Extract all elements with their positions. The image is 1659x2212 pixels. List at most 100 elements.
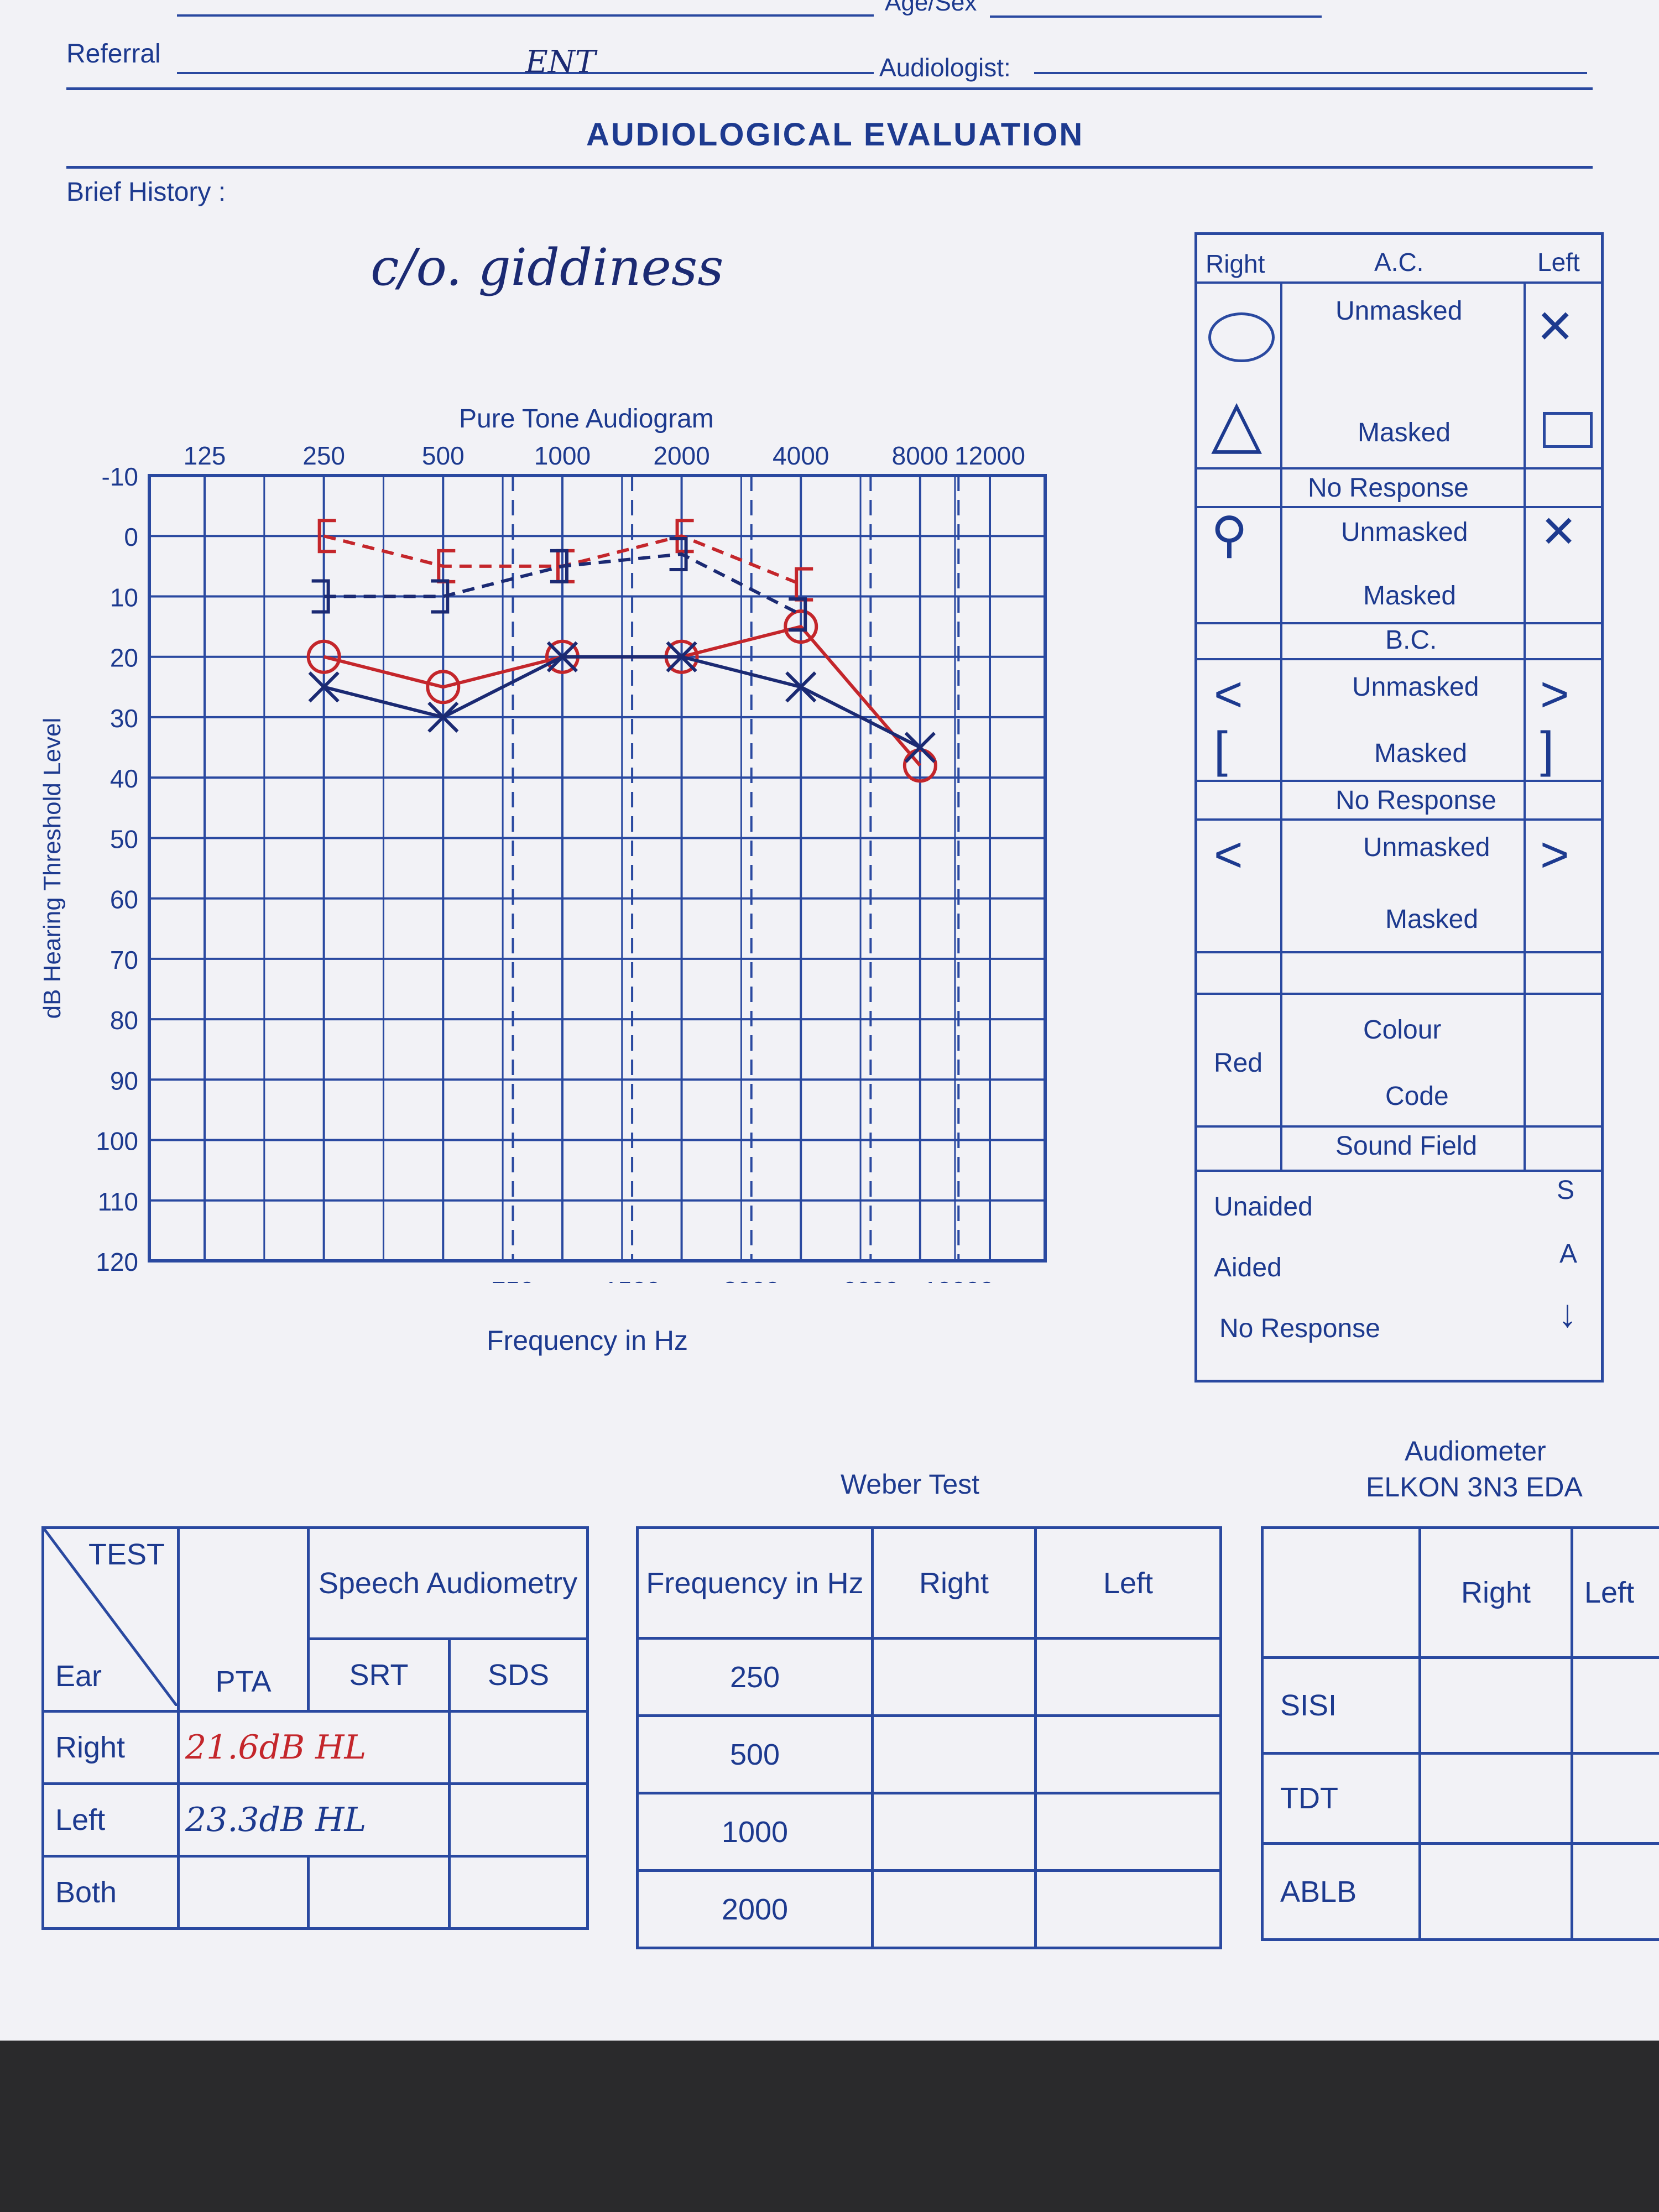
audiologist-label: Audiologist: bbox=[879, 53, 1011, 82]
audiometer-label: Audiometer bbox=[1405, 1436, 1546, 1467]
cross-symbol-icon: × bbox=[1537, 291, 1573, 359]
row-both-label: Both bbox=[41, 1855, 180, 1930]
test-ear-cell: TEST Ear bbox=[41, 1526, 180, 1713]
row-right-label: Right bbox=[41, 1710, 180, 1786]
brief-history-label: Brief History : bbox=[66, 178, 226, 207]
legend-sound-field: Sound Field bbox=[1335, 1131, 1478, 1161]
left-bracket-symbol-icon: [ bbox=[1214, 722, 1228, 778]
weber-freq-1000: 1000 bbox=[636, 1792, 874, 1872]
circle-symbol-icon bbox=[1208, 312, 1275, 362]
ablb-label: ABLB bbox=[1261, 1842, 1421, 1941]
legend-code: Code bbox=[1385, 1082, 1449, 1111]
weber-frequency-header: Frequency in Hz bbox=[636, 1526, 874, 1640]
x-tick-label-top: 500 bbox=[422, 441, 465, 470]
y-tick-label: 70 bbox=[110, 946, 138, 974]
legend-red: Red bbox=[1214, 1048, 1263, 1078]
bracket-right-marker bbox=[669, 537, 688, 571]
cross-marker bbox=[427, 701, 459, 733]
legend-left-header: Left bbox=[1537, 248, 1580, 276]
sds-header: SDS bbox=[448, 1637, 589, 1713]
speech-audiometry-header: Speech Audiometry bbox=[307, 1526, 589, 1641]
referral-label: Referral bbox=[66, 39, 161, 69]
pta-right-value: 21.6dB HL bbox=[177, 1710, 451, 1786]
background-floor bbox=[0, 2041, 1659, 2212]
legend-bc-header: B.C. bbox=[1385, 625, 1437, 655]
weber-left-header: Left bbox=[1034, 1526, 1222, 1640]
x-tick-label-top: 250 bbox=[302, 441, 345, 470]
legend-bc-unmasked: Unmasked bbox=[1352, 672, 1479, 702]
bracket-right-marker bbox=[550, 549, 568, 583]
x-tick-label-bottom: 750 bbox=[492, 1276, 534, 1283]
y-tick-label: 110 bbox=[98, 1187, 138, 1216]
cross-marker bbox=[785, 671, 817, 703]
circle-arrow-symbol-icon: ⚲ bbox=[1211, 508, 1248, 563]
legend-a: A bbox=[1559, 1239, 1578, 1269]
legend-right-header: Right bbox=[1206, 249, 1265, 278]
header-divider bbox=[66, 87, 1593, 90]
bracket-left-marker bbox=[317, 519, 336, 554]
y-tick-label: 100 bbox=[96, 1127, 138, 1156]
plot-frame bbox=[148, 474, 1047, 1262]
cross-marker bbox=[904, 732, 936, 763]
legend-ac-nr-unmasked: Unmasked bbox=[1341, 518, 1468, 547]
square-symbol-icon bbox=[1543, 412, 1593, 448]
weber-title: Weber Test bbox=[841, 1469, 980, 1500]
x-tick-label-bottom: 1500 bbox=[604, 1276, 660, 1283]
legend-ac-masked: Masked bbox=[1358, 418, 1451, 447]
cross-marker bbox=[666, 641, 697, 672]
legend-unaided: Unaided bbox=[1214, 1192, 1313, 1222]
bracket-left-marker bbox=[795, 567, 813, 602]
brief-history-value: c/o. giddiness bbox=[371, 238, 724, 297]
special-tests-table: Right Left SISI TDT ABLB bbox=[1261, 1526, 1659, 1941]
audiologist-line bbox=[1034, 72, 1587, 74]
sisi-label: SISI bbox=[1261, 1656, 1421, 1755]
special-right-header: Right bbox=[1418, 1526, 1573, 1659]
circle-marker bbox=[784, 609, 818, 644]
series-line bbox=[324, 552, 802, 616]
circle-marker bbox=[902, 748, 937, 783]
y-tick-label: 30 bbox=[110, 704, 138, 733]
legend-bc-masked: Masked bbox=[1374, 739, 1468, 768]
legend-colour: Colour bbox=[1363, 1015, 1442, 1045]
name-line bbox=[177, 14, 874, 17]
gt-symbol-icon: > bbox=[1540, 667, 1569, 722]
row-left-label: Left bbox=[41, 1782, 180, 1858]
x-tick-label-top: 1000 bbox=[534, 441, 591, 470]
y-tick-label: 50 bbox=[110, 825, 138, 853]
triangle-symbol-icon: △ bbox=[1211, 386, 1262, 460]
series-line bbox=[323, 655, 921, 749]
x-tick-label-top: 125 bbox=[184, 441, 226, 470]
x-axis-label: Frequency in Hz bbox=[487, 1325, 688, 1356]
title-divider bbox=[66, 166, 1593, 169]
srt-header: SRT bbox=[307, 1637, 451, 1713]
age-sex-label: Age/Sex bbox=[885, 0, 977, 16]
pta-header: PTA bbox=[177, 1526, 310, 1713]
chart-title: Pure Tone Audiogram bbox=[459, 404, 714, 434]
x-tick-label-bottom: 10000 bbox=[923, 1276, 994, 1283]
symbol-legend: Right A.C. Left Unmasked × Masked △ No R… bbox=[1194, 232, 1604, 1383]
right-bracket-symbol-icon: ] bbox=[1540, 722, 1554, 778]
legend-no-response-sf: No Response bbox=[1219, 1314, 1380, 1343]
lt-symbol-icon: < bbox=[1214, 667, 1243, 722]
x-tick-label-top: 8000 bbox=[892, 441, 948, 470]
age-sex-line bbox=[990, 15, 1322, 18]
x-tick-label-bottom: 6000 bbox=[842, 1276, 899, 1283]
weber-freq-250: 250 bbox=[636, 1637, 874, 1717]
weber-freq-500: 500 bbox=[636, 1714, 874, 1794]
y-tick-label: -10 bbox=[102, 462, 138, 491]
audiogram-chart: -10 0 10 20 30 40 50 60 70 80 90 100 110 120 125 250 500… bbox=[96, 441, 1047, 1283]
ear-label: Ear bbox=[55, 1660, 102, 1693]
legend-bc-nr-unmasked: Unmasked bbox=[1363, 833, 1490, 862]
audiometer-model: ELKON 3N3 EDA bbox=[1366, 1472, 1583, 1503]
bracket-right-marker bbox=[311, 579, 330, 614]
referral-line bbox=[177, 72, 874, 74]
form-title: AUDIOLOGICAL EVALUATION bbox=[586, 117, 1084, 153]
legend-aided: Aided bbox=[1214, 1253, 1282, 1282]
weber-right-header: Right bbox=[871, 1526, 1037, 1640]
y-tick-label: 120 bbox=[96, 1248, 138, 1276]
cross-marker bbox=[308, 671, 340, 703]
lt-arrow-symbol-icon: < bbox=[1214, 827, 1243, 883]
legend-ac-no-response: No Response bbox=[1308, 473, 1469, 503]
cross-arrow-symbol-icon: ✕ bbox=[1540, 507, 1578, 556]
gt-arrow-symbol-icon: > bbox=[1540, 827, 1569, 883]
